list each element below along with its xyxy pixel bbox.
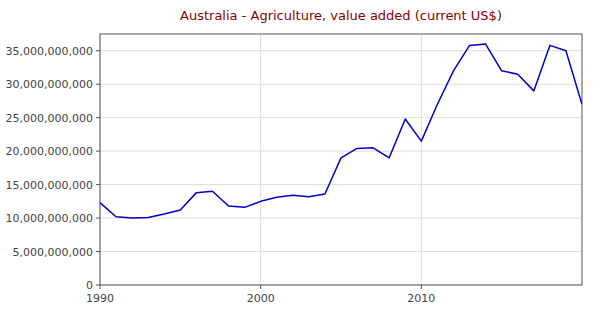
chart: Australia - Agriculture, value added (cu… — [0, 0, 600, 315]
grid-line — [100, 117, 582, 118]
grid — [100, 34, 582, 285]
tick — [421, 285, 422, 289]
tick — [96, 218, 100, 219]
tick-label: 35,000,000,000 — [6, 45, 93, 58]
axes: 0 5,000,000,000 10,000,000,000 15,000,000,0… — [6, 45, 436, 305]
tick — [96, 151, 100, 152]
grid-line — [421, 34, 422, 285]
tick-label: 2000 — [247, 292, 275, 305]
tick-label: 5,000,000,000 — [13, 246, 93, 259]
tick-label: 10,000,000,000 — [6, 212, 93, 225]
tick-label: 30,000,000,000 — [6, 78, 93, 91]
tick — [96, 50, 100, 51]
tick — [96, 251, 100, 252]
tick — [260, 285, 261, 289]
tick — [96, 285, 100, 286]
tick-label: 20,000,000,000 — [6, 145, 93, 158]
grid-line — [100, 151, 582, 152]
tick-label: 1990 — [86, 292, 114, 305]
grid-line — [100, 84, 582, 85]
tick-label: 2010 — [407, 292, 435, 305]
plot-frame — [100, 34, 582, 285]
tick — [96, 84, 100, 85]
grid-line — [100, 218, 582, 219]
tick-label: 25,000,000,000 — [6, 112, 93, 125]
grid-line — [260, 34, 261, 285]
tick — [96, 184, 100, 185]
tick-label: 15,000,000,000 — [6, 179, 93, 192]
tick-label: 0 — [86, 279, 93, 292]
grid-line — [100, 184, 582, 185]
line — [100, 44, 582, 218]
title: Australia - Agriculture, value added (cu… — [180, 8, 502, 23]
tick — [100, 285, 101, 289]
grid-line — [100, 251, 582, 252]
plot-area — [100, 44, 582, 218]
grid-line — [100, 50, 582, 51]
tick — [96, 117, 100, 118]
